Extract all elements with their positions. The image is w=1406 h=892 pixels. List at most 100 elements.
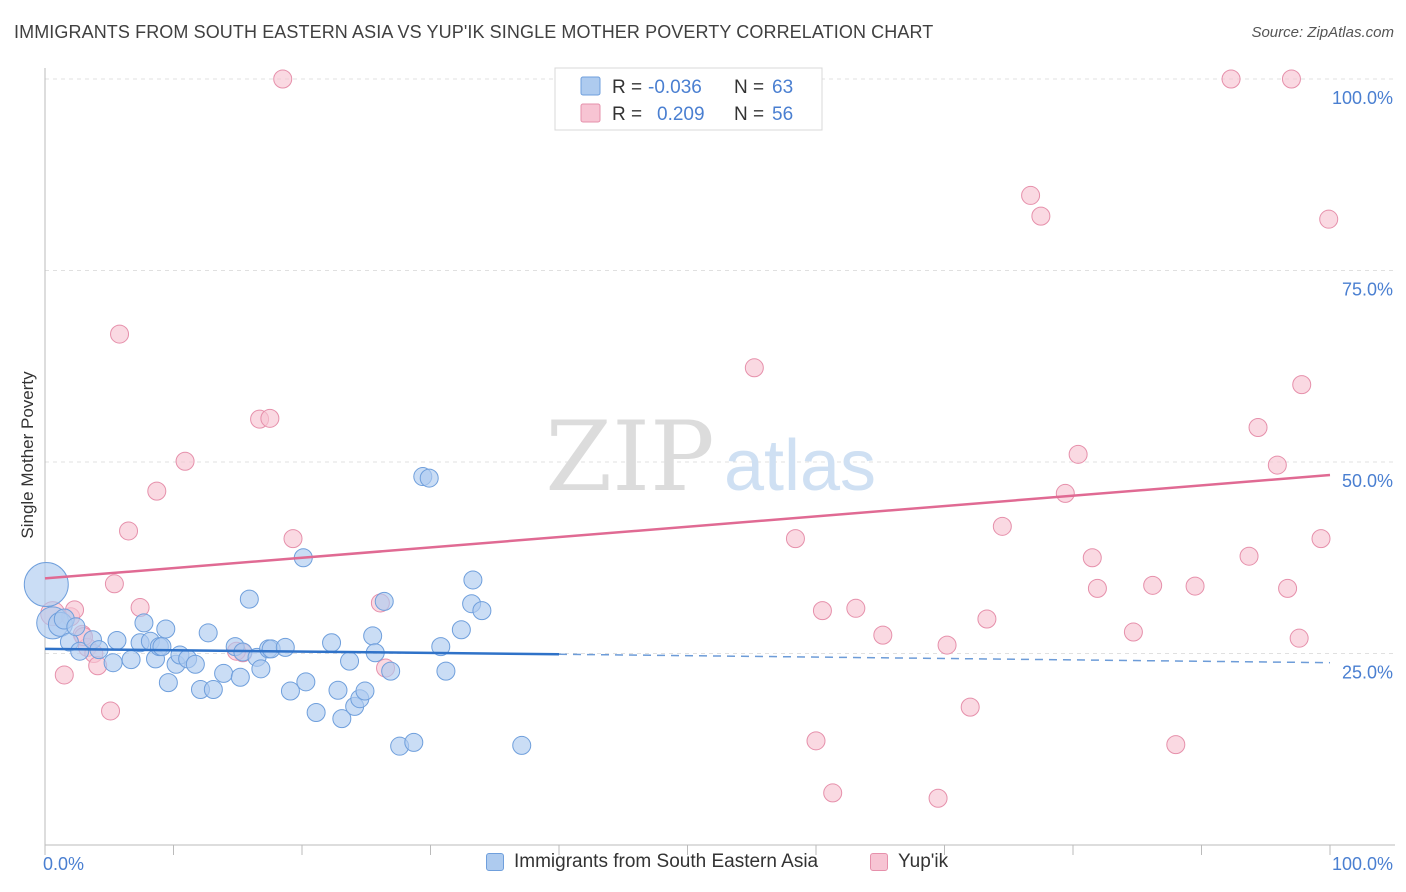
point-immigrants — [156, 619, 176, 639]
stats-r-value-pink: 0.209 — [657, 104, 705, 125]
legend-label-yupik: Yup'ik — [898, 851, 949, 872]
trend-line-immigrants-extension — [558, 653, 1331, 664]
point-yupik — [873, 625, 893, 645]
stats-r-value-blue: -0.036 — [648, 77, 702, 98]
point-immigrants — [275, 637, 295, 657]
point-yupik — [1082, 548, 1102, 568]
point-immigrants — [239, 589, 259, 609]
point-immigrants — [306, 702, 326, 722]
point-yupik — [1292, 375, 1312, 395]
point-immigrants — [431, 637, 451, 657]
trend-line-immigrants — [44, 647, 560, 656]
point-yupik — [175, 451, 195, 471]
stats-legend-swatch-pink — [580, 103, 601, 123]
point-yupik — [101, 701, 121, 721]
point-yupik — [1068, 444, 1088, 464]
x-tick-label: 0.0% — [43, 854, 84, 874]
point-yupik — [1055, 483, 1075, 503]
point-yupik — [846, 598, 866, 618]
point-immigrants — [472, 601, 492, 621]
point-yupik — [54, 665, 74, 685]
stats-n-label-pink: N = — [734, 104, 764, 125]
point-immigrants — [463, 570, 483, 590]
point-immigrants — [404, 732, 424, 752]
point-immigrants — [280, 681, 300, 701]
stats-legend-swatch-blue — [580, 76, 601, 96]
axes — [44, 68, 1395, 855]
point-yupik — [1319, 209, 1339, 229]
point-yupik — [110, 324, 130, 344]
stats-r-label-pink: R = — [612, 104, 642, 125]
point-yupik — [1166, 735, 1186, 755]
point-immigrants — [451, 620, 471, 640]
legend-item-yupik[interactable]: Yup'ik — [870, 851, 948, 873]
point-yupik — [1248, 418, 1268, 438]
point-immigrants — [322, 633, 342, 653]
point-yupik — [823, 783, 843, 803]
point-yupik — [1239, 546, 1259, 566]
point-immigrants — [134, 613, 154, 633]
point-yupik — [812, 601, 832, 621]
stats-legend: R = -0.036 N = 63 R = 0.209 N = 56 — [554, 67, 823, 131]
chart-title: IMMIGRANTS FROM SOUTH EASTERN ASIA VS YU… — [14, 22, 934, 42]
point-immigrants — [251, 659, 271, 679]
y-tick-label: 100.0% — [1332, 88, 1393, 108]
x-tick-label: 100.0% — [1332, 854, 1393, 874]
point-immigrants — [203, 680, 223, 700]
point-yupik — [1267, 455, 1287, 475]
data-points — [23, 69, 1339, 808]
point-immigrants — [103, 653, 123, 673]
point-immigrants — [340, 651, 360, 671]
point-yupik — [1087, 578, 1107, 598]
point-immigrants — [355, 681, 375, 701]
point-immigrants — [121, 650, 141, 670]
legend-swatch-pink — [870, 853, 888, 871]
y-tick-label: 50.0% — [1342, 471, 1393, 491]
point-yupik — [744, 358, 764, 378]
point-immigrants — [363, 626, 383, 646]
point-immigrants — [185, 654, 205, 674]
legend-swatch-blue — [486, 853, 504, 871]
gridlines — [45, 78, 1395, 654]
point-yupik — [977, 609, 997, 629]
y-tick-label: 75.0% — [1342, 280, 1393, 300]
point-yupik — [1221, 69, 1241, 89]
y-axis-label: Single Mother Poverty — [18, 371, 37, 539]
point-yupik — [1143, 575, 1163, 595]
point-immigrants — [419, 468, 439, 488]
watermark-zip: ZIP — [545, 401, 714, 513]
point-immigrants — [381, 661, 401, 681]
tick-labels: 25.0% 50.0% 75.0% 100.0% 0.0% 100.0% — [43, 88, 1393, 874]
point-immigrants — [107, 630, 127, 650]
point-yupik — [1311, 529, 1331, 549]
point-yupik — [119, 521, 139, 541]
point-yupik — [992, 516, 1012, 536]
stats-r-label-blue: R = — [612, 77, 642, 98]
point-immigrants — [332, 709, 352, 729]
point-yupik — [928, 788, 948, 808]
legend-item-immigrants[interactable]: Immigrants from South Eastern Asia — [486, 851, 818, 873]
point-yupik — [1021, 185, 1041, 205]
point-immigrants — [198, 623, 218, 643]
point-immigrants — [374, 591, 394, 611]
legend-label-immigrants: Immigrants from South Eastern Asia — [514, 851, 819, 872]
point-yupik — [785, 529, 805, 549]
point-yupik — [88, 656, 108, 676]
point-yupik — [260, 408, 280, 428]
bottom-legend: Immigrants from South Eastern Asia Yup'i… — [0, 851, 1406, 879]
trend-line-yupik — [44, 473, 1331, 580]
point-yupik — [273, 69, 293, 89]
point-yupik — [104, 574, 124, 594]
point-yupik — [1031, 206, 1051, 226]
point-immigrants — [158, 673, 178, 693]
point-immigrants — [214, 663, 234, 683]
source-label: Source: ZipAtlas.com — [1251, 24, 1394, 41]
y-tick-label: 25.0% — [1342, 663, 1393, 683]
point-immigrants — [436, 661, 456, 681]
point-immigrants — [230, 667, 250, 687]
point-yupik — [1185, 576, 1205, 596]
point-yupik — [960, 697, 980, 717]
watermark-atlas: atlas — [724, 426, 876, 506]
point-immigrants — [328, 680, 348, 700]
point-immigrants — [23, 562, 69, 608]
